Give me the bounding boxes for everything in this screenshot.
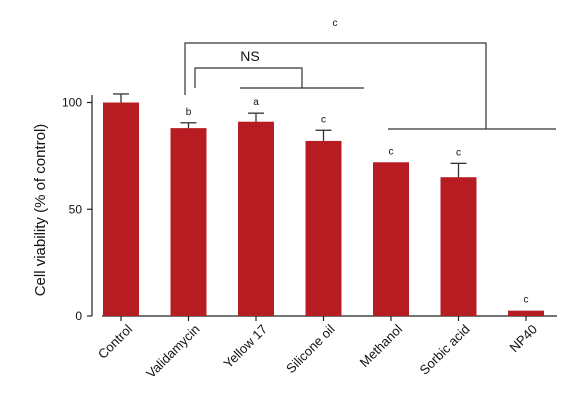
bar [238, 121, 274, 316]
significance-letter: b [186, 107, 192, 118]
bars [103, 102, 544, 316]
x-tick-label: Control [95, 321, 135, 361]
x-tick-label: Silicone oil [283, 321, 338, 376]
significance-labels: b a c c c c [186, 97, 529, 305]
x-tick-label: NP40 [507, 322, 541, 356]
significance-letter: c [321, 114, 326, 125]
significance-letter: a [253, 97, 259, 108]
y-axis-label: Cell viability (% of control) [32, 124, 49, 297]
outer-comparison-bracket [184, 42, 487, 129]
bar [103, 102, 139, 316]
x-tick-label: Sorbic acid [417, 322, 473, 378]
ns-label: NS [240, 48, 259, 64]
bar [373, 162, 409, 316]
outer-bracket-label: c [333, 18, 338, 29]
bar [305, 140, 342, 316]
comparison-brackets: c NS [184, 18, 556, 130]
x-tick-label: Validamycin [143, 322, 202, 381]
bar [508, 310, 544, 316]
ns-bracket [194, 67, 303, 88]
y-tick-label: 0 [75, 309, 82, 323]
bar [170, 128, 207, 316]
bar [440, 177, 477, 316]
error-bars [113, 93, 467, 178]
significance-letter: c [524, 295, 529, 306]
x-tick-label: Methanol [357, 321, 406, 370]
x-tick-label: Yellow 17 [220, 322, 270, 372]
significance-letter: c [456, 147, 461, 158]
y-tick-label: 100 [62, 96, 82, 110]
y-tick-label: 50 [69, 202, 83, 216]
category-labels: Control Validamycin Yellow 17 Silicone oil M… [95, 321, 540, 381]
significance-letter: c [389, 146, 394, 157]
